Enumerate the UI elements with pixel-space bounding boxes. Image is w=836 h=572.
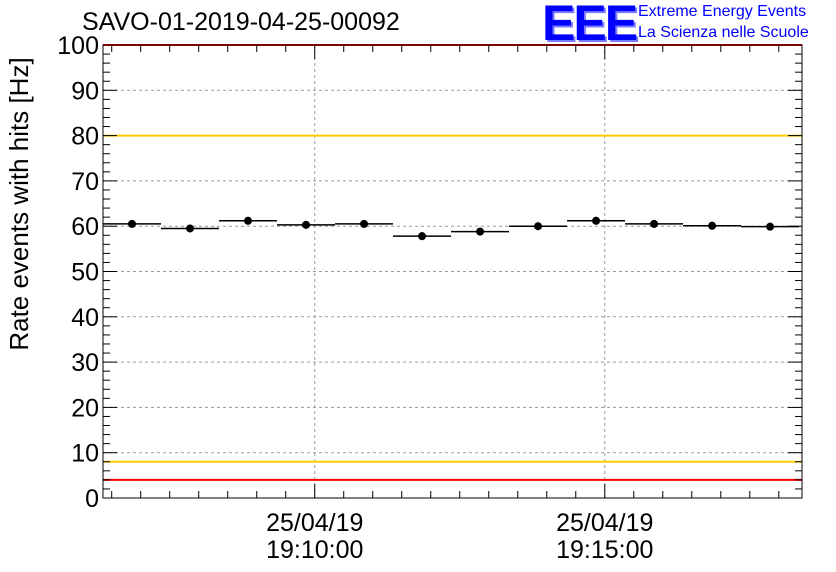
data-point (708, 221, 717, 230)
y-tick-label: 30 (71, 349, 99, 377)
logo-line-1: Extreme Energy Events (638, 3, 807, 20)
data-point (302, 220, 311, 229)
y-tick-label: 50 (71, 259, 99, 287)
data-point (418, 232, 427, 241)
data-point (766, 222, 775, 231)
data-point (592, 216, 601, 225)
y-tick-label: 90 (71, 77, 99, 105)
x-tick-date: 25/04/19 (266, 509, 363, 537)
x-tick-time: 19:15:00 (556, 536, 653, 564)
y-tick-label: 60 (71, 213, 99, 241)
data-point (650, 219, 659, 228)
y-axis-label: Rate events with hits [Hz] (4, 57, 34, 350)
data-point (128, 219, 137, 228)
data-point (360, 219, 369, 228)
y-tick-label: 0 (85, 485, 99, 513)
grid-layer (103, 45, 802, 498)
data-point (476, 227, 485, 236)
data-series (103, 216, 800, 241)
x-tick-date: 25/04/19 (556, 509, 653, 537)
y-tick-label: 80 (71, 123, 99, 151)
data-point (244, 216, 253, 225)
y-tick-label: 40 (71, 304, 99, 332)
axis-ticks (103, 44, 802, 499)
data-point (186, 224, 195, 233)
y-tick-label: 10 (71, 440, 99, 468)
reference-lines (103, 44, 802, 481)
y-tick-label: 20 (71, 394, 99, 422)
eee-logo: EEE (542, 0, 638, 51)
y-tick-label: 70 (71, 168, 99, 196)
data-point (534, 222, 543, 231)
logo-line-2: La Scienza nelle Scuole (638, 24, 809, 41)
x-tick-time: 19:10:00 (266, 536, 363, 564)
y-tick-label: 100 (57, 32, 99, 60)
chart-title: SAVO-01-2019-04-25-00092 (82, 8, 400, 36)
axis-labels: 010203040506070809010025/04/1919:10:0025… (57, 32, 653, 564)
